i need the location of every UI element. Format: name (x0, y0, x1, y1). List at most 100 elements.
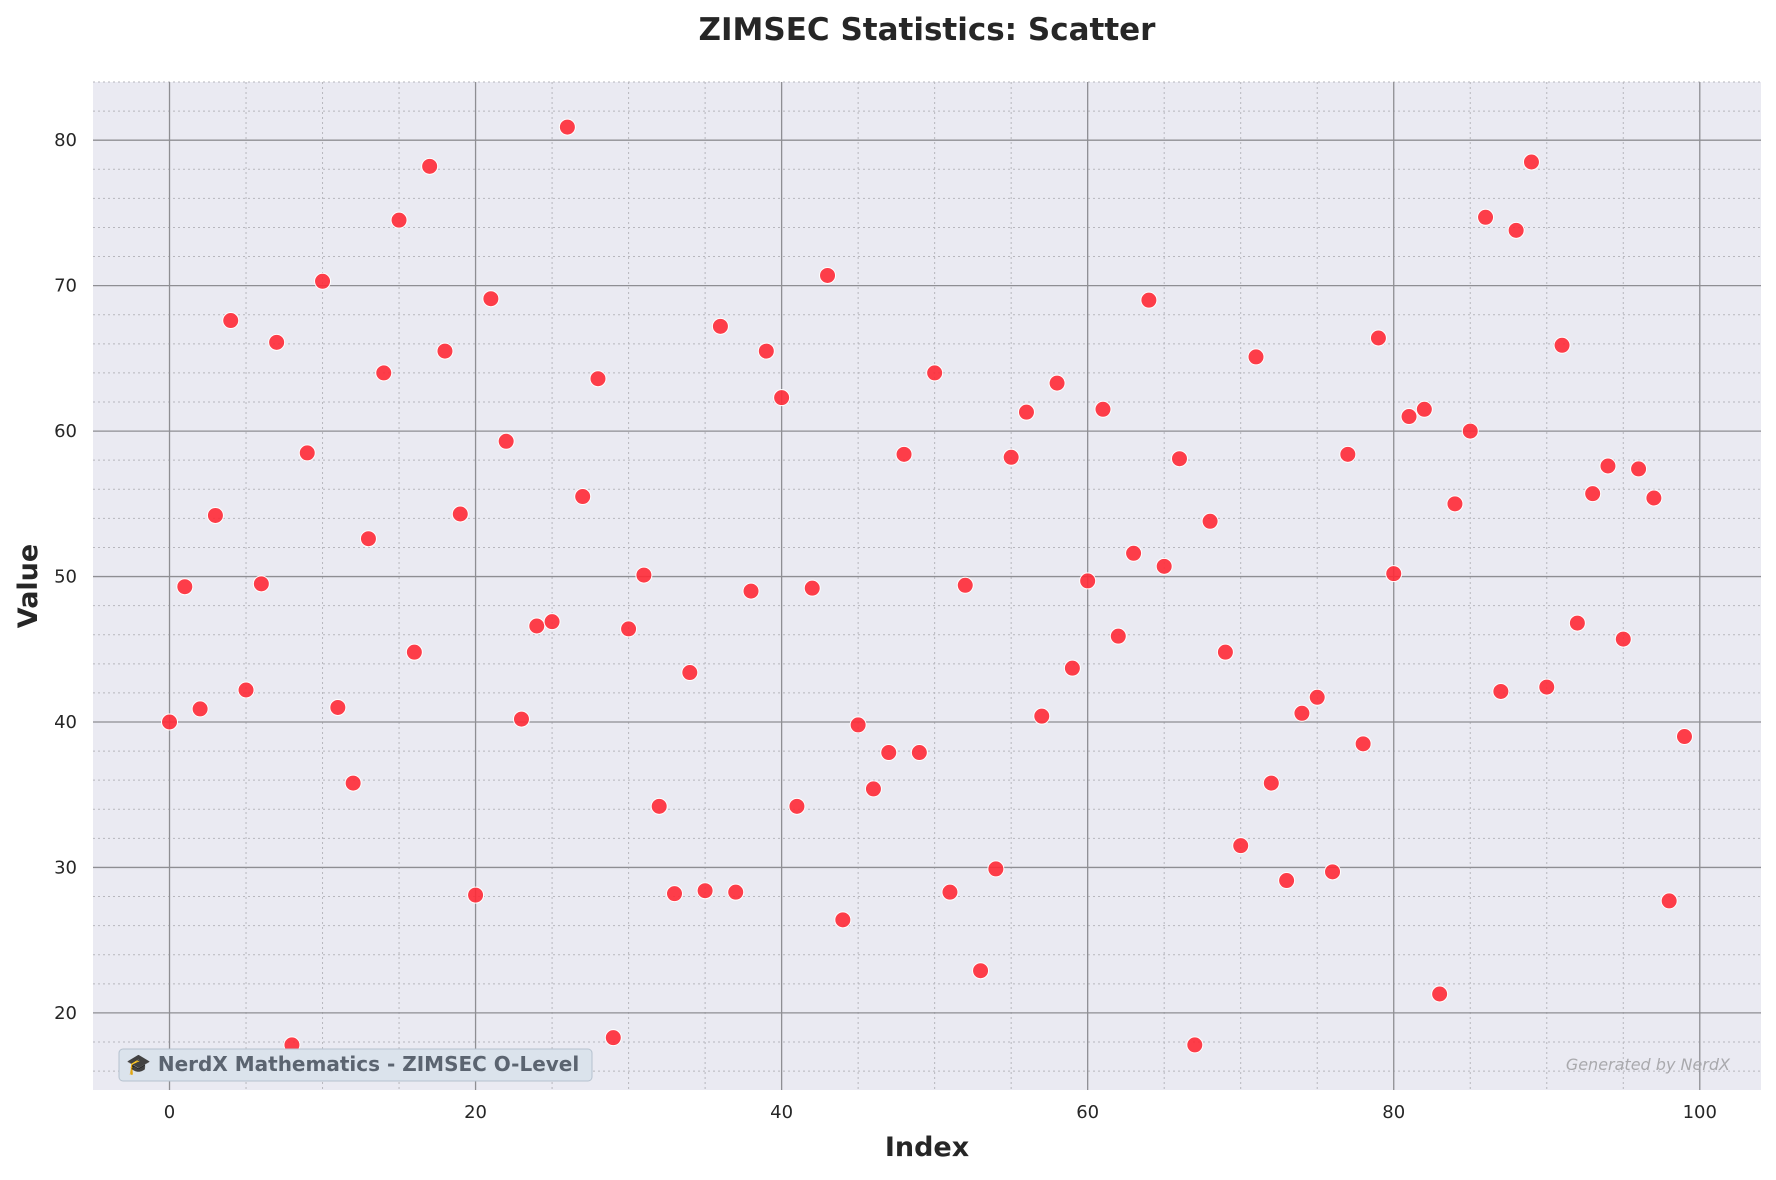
data-point (834, 911, 852, 929)
data-point (910, 744, 928, 762)
data-point (1599, 457, 1617, 475)
data-point (1568, 614, 1586, 632)
data-point (635, 566, 653, 584)
data-point (589, 370, 607, 388)
data-point (1201, 512, 1219, 530)
data-point (1109, 627, 1127, 645)
data-point (1461, 422, 1479, 440)
data-point (1033, 707, 1051, 725)
data-point (972, 962, 990, 980)
data-point (620, 620, 638, 638)
y-tick-label: 50 (54, 567, 77, 588)
x-axis-label: Index (885, 1132, 969, 1163)
data-point (390, 211, 408, 229)
data-point (1247, 348, 1265, 366)
y-tick-label: 20 (54, 1003, 77, 1024)
data-point (1079, 572, 1097, 590)
data-point (329, 698, 347, 716)
data-point (1308, 688, 1326, 706)
data-point (1415, 400, 1433, 418)
data-point (1017, 403, 1035, 421)
data-point (1354, 735, 1372, 753)
major-grid (93, 82, 1761, 1090)
data-point (1262, 774, 1280, 792)
data-point (222, 312, 240, 330)
data-point (666, 885, 684, 903)
plot-background (93, 82, 1761, 1090)
data-point (1063, 659, 1081, 677)
x-tick-label: 80 (1382, 1102, 1405, 1123)
data-point (176, 578, 194, 596)
data-point (1553, 336, 1571, 354)
data-point (604, 1029, 622, 1047)
data-point (1492, 682, 1510, 700)
watermark-box: 🎓 NerdX Mathematics - ZIMSEC O-Level (118, 1048, 593, 1082)
data-point (1369, 329, 1387, 347)
data-point (1002, 448, 1020, 466)
data-point (359, 530, 377, 548)
data-point (757, 342, 775, 360)
y-tick-label: 40 (54, 712, 77, 733)
data-point (895, 445, 913, 463)
data-point (1385, 565, 1403, 583)
data-point (512, 710, 530, 728)
data-point (742, 582, 760, 600)
y-tick-label: 80 (54, 130, 77, 151)
data-point (1522, 153, 1540, 171)
data-point (421, 157, 439, 175)
data-point (1630, 460, 1648, 478)
data-point (819, 266, 837, 284)
data-point (1584, 485, 1602, 503)
data-point (482, 290, 500, 308)
x-tick-labels: 0 20 40 60 80 100 (164, 1102, 1717, 1123)
data-point (237, 681, 255, 699)
x-tick-label: 100 (1683, 1102, 1717, 1123)
data-point (344, 774, 362, 792)
data-point (941, 883, 959, 901)
data-point (1125, 544, 1143, 562)
data-point (436, 342, 454, 360)
data-point (1477, 208, 1495, 226)
data-point (1278, 872, 1296, 890)
minor-grid (93, 81, 1761, 1090)
x-tick-label: 20 (464, 1102, 487, 1123)
data-point (788, 797, 806, 815)
data-point (849, 716, 867, 734)
data-point (696, 882, 714, 900)
data-point (1446, 495, 1464, 513)
data-point (1507, 221, 1525, 239)
data-points (161, 118, 1693, 1054)
data-point (467, 886, 485, 904)
data-point (1324, 863, 1342, 881)
data-point (1048, 374, 1066, 392)
data-point (1293, 704, 1311, 722)
data-point (864, 780, 882, 798)
x-tick-label: 0 (164, 1102, 175, 1123)
y-tick-labels: 20 30 40 50 60 70 80 (54, 130, 77, 1024)
data-point (1400, 408, 1418, 426)
data-point (1339, 445, 1357, 463)
y-tick-label: 30 (54, 857, 77, 878)
data-point (711, 317, 729, 335)
data-point (926, 364, 944, 382)
x-tick-label: 60 (1076, 1102, 1099, 1123)
watermark-text: 🎓 NerdX Mathematics - ZIMSEC O-Level (126, 1052, 579, 1076)
y-tick-label: 70 (54, 276, 77, 297)
data-point (314, 272, 332, 290)
data-point (1170, 450, 1188, 468)
data-point (1140, 291, 1158, 309)
data-point (1232, 837, 1250, 855)
data-point (252, 575, 270, 593)
credit-text: Generated by NerdX (1566, 1055, 1731, 1074)
data-point (1675, 728, 1693, 746)
data-point (1660, 892, 1678, 910)
data-point (375, 364, 393, 382)
data-point (773, 389, 791, 407)
data-point (681, 664, 699, 682)
data-point (1186, 1036, 1204, 1054)
data-point (1614, 630, 1632, 648)
y-axis-label: Value (13, 544, 44, 628)
data-point (451, 505, 469, 523)
